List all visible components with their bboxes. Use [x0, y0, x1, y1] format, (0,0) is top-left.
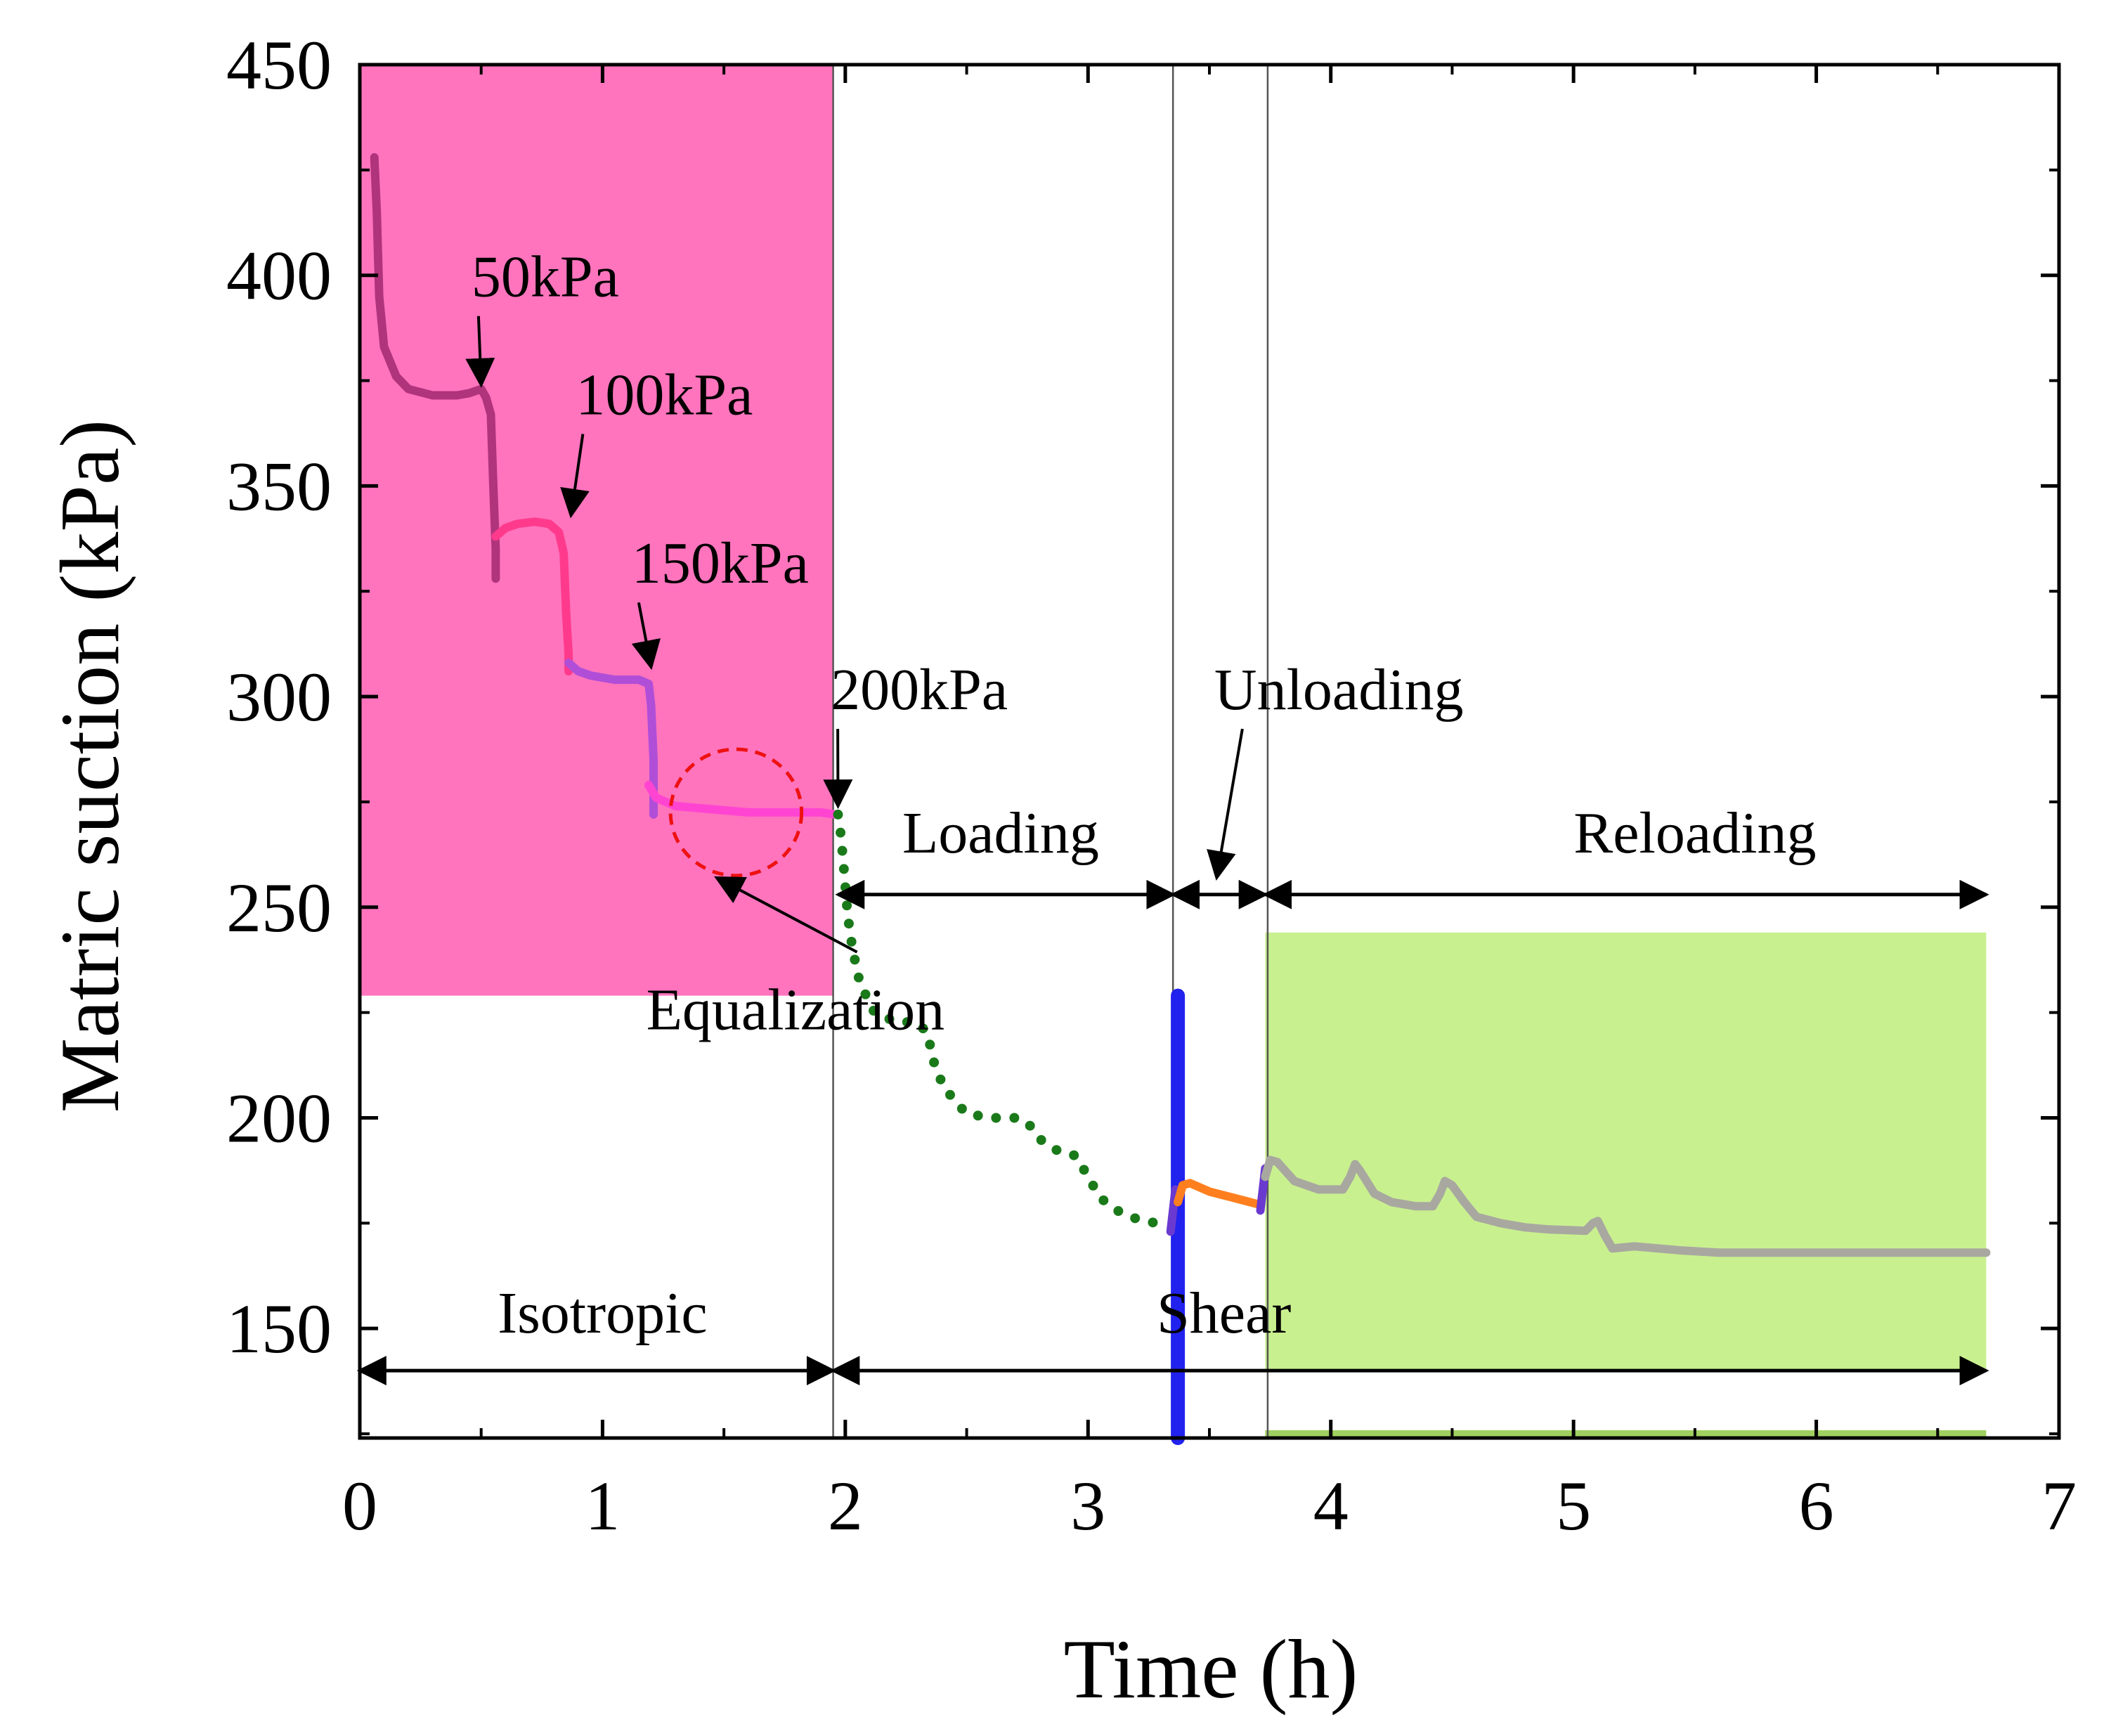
isotropic-region [360, 65, 833, 996]
y-tick-label: 400 [226, 237, 332, 315]
annotation-arrow [631, 602, 661, 671]
x-tick-label: 7 [2041, 1467, 2077, 1545]
phase-label: Isotropic [498, 1281, 708, 1346]
annotation-label: 100kPa [576, 362, 753, 427]
x-tick-label: 0 [342, 1467, 377, 1545]
y-tick-label: 350 [226, 447, 332, 525]
series-line [1261, 1155, 1991, 1257]
y-axis-title: Matric suction (kPa) [43, 420, 136, 1113]
axes: 0 1 2 3 4 5 6 7 150 200 250 300 350 400 450 [226, 26, 2077, 1545]
series-line [564, 659, 658, 819]
phase-label: Loading [902, 801, 1099, 866]
y-tick-label: 250 [226, 869, 332, 947]
phase-label: Shear [1157, 1281, 1291, 1346]
x-tick-label: 5 [1556, 1467, 1591, 1545]
series-line [833, 809, 1174, 1229]
shaded-regions [360, 65, 1987, 1437]
data-series [370, 153, 1991, 1445]
series-line [1174, 1179, 1263, 1209]
series-line [370, 153, 500, 583]
x-tick-label: 1 [585, 1467, 620, 1545]
reloading-region [1265, 932, 1987, 1371]
x-tick-label: 3 [1070, 1467, 1105, 1545]
series-line [491, 517, 573, 676]
x-tick-label: 6 [1799, 1467, 1834, 1545]
equalization-circle [668, 747, 804, 878]
x-tick-label: 2 [828, 1467, 863, 1545]
separator-lines [832, 65, 1269, 1438]
x-tick-label: 4 [1313, 1467, 1349, 1545]
y-tick-label: 200 [226, 1079, 332, 1157]
y-tick-label: 150 [226, 1290, 332, 1368]
annotation-label: Unloading [1214, 657, 1464, 723]
annotations: 50kPa 100kPa 150kPa 200kPa Unloading Equaliza… [356, 245, 1989, 1386]
annotation-arrow [714, 876, 858, 954]
phase-label: Reloading [1573, 801, 1816, 866]
annotation-arrow [465, 316, 495, 388]
annotation-label: 150kPa [632, 531, 809, 596]
series-line [644, 781, 840, 819]
annotation-arrow [560, 434, 590, 519]
x-axis-title: Time (h) [1064, 1622, 1358, 1716]
annotation-arrow [1207, 728, 1244, 881]
annotation-label: 50kPa [472, 245, 619, 310]
y-tick-label: 300 [226, 658, 332, 736]
series-line [1166, 1185, 1180, 1236]
y-tick-label: 450 [226, 26, 332, 104]
annotation-label: 200kPa [831, 657, 1008, 723]
annotation-label: Equalization [647, 978, 945, 1043]
